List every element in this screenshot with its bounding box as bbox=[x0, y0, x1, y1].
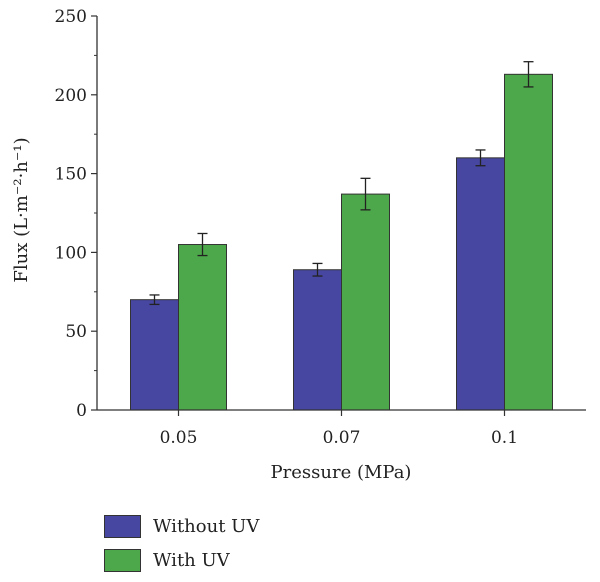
x-tick-label: 0.05 bbox=[160, 428, 198, 448]
y-tick-label: 0 bbox=[76, 401, 87, 421]
legend-label-without-uv: Without UV bbox=[153, 516, 260, 537]
x-tick-label: 0.07 bbox=[323, 428, 361, 448]
legend-swatch-with-uv bbox=[104, 549, 141, 572]
bar bbox=[341, 193, 390, 411]
legend-label-with-uv: With UV bbox=[153, 550, 230, 571]
y-tick-label: 100 bbox=[55, 243, 87, 263]
bar bbox=[456, 157, 505, 411]
y-tick-label: 150 bbox=[55, 165, 87, 185]
bar bbox=[293, 269, 342, 411]
legend-item-with-uv: With UV bbox=[104, 548, 259, 573]
bar bbox=[178, 244, 227, 411]
bar bbox=[504, 73, 553, 411]
y-tick-label: 250 bbox=[55, 7, 87, 27]
y-tick-label: 50 bbox=[65, 322, 87, 342]
flux-bar-chart: 0.05 0.07 0.1 0 50 100 150 200 250 Pressure (MPa… bbox=[11, 7, 586, 483]
x-axis-label: Pressure (MPa) bbox=[271, 462, 412, 483]
legend-swatch-without-uv bbox=[104, 515, 141, 538]
y-tick-label: 200 bbox=[55, 86, 87, 106]
x-tick-label: 0.1 bbox=[491, 428, 518, 448]
legend-item-without-uv: Without UV bbox=[104, 514, 259, 539]
bar bbox=[130, 299, 179, 411]
y-axis-label: Flux (L·m⁻²·h⁻¹) bbox=[11, 137, 32, 282]
legend: Without UV With UV bbox=[104, 514, 259, 582]
